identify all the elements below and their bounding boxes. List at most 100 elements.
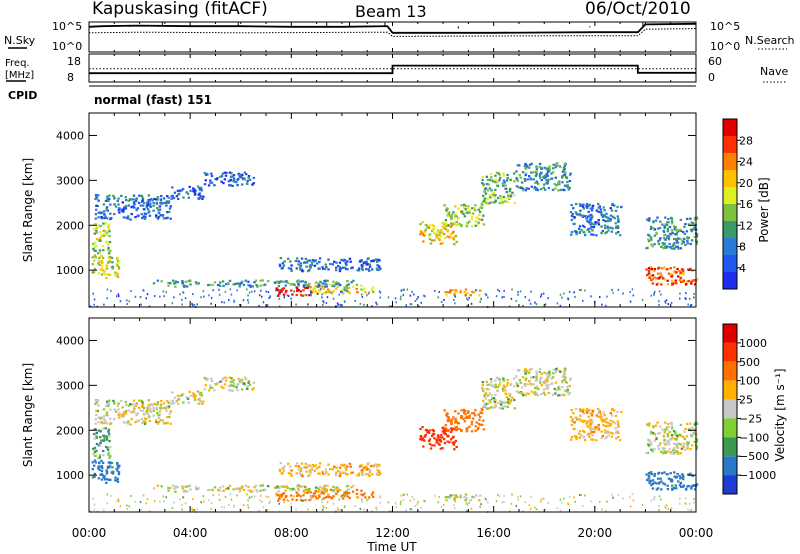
heatmap-cell	[167, 284, 170, 287]
heatmap-cell	[92, 227, 96, 231]
noise-ytick-top-left: 10^5	[52, 20, 82, 33]
heatmap-cell	[192, 498, 194, 501]
heatmap-cell	[590, 414, 594, 417]
heatmap-cell	[498, 378, 501, 381]
heatmap-cell	[173, 282, 176, 285]
noise-series-group	[88, 22, 697, 37]
heatmap-cell	[289, 465, 292, 468]
heatmap-cell	[314, 464, 317, 467]
heatmap-cell	[362, 261, 365, 264]
heatmap-cell	[165, 204, 168, 207]
heatmap-cell	[685, 292, 687, 295]
heatmap-cell	[573, 421, 576, 424]
heatmap-cell	[108, 478, 111, 481]
heatmap-cell	[544, 303, 547, 306]
heatmap-cell	[683, 232, 686, 236]
heatmap-cell	[648, 275, 651, 278]
heatmap-cell	[278, 297, 280, 300]
heatmap-cell	[602, 213, 606, 217]
heatmap-cell	[327, 473, 330, 476]
heatmap-cell	[586, 425, 589, 428]
heatmap-cell	[582, 299, 584, 302]
heatmap-cell	[652, 425, 655, 428]
heatmap-cell	[281, 472, 284, 475]
heatmap-cell	[474, 220, 477, 223]
heatmap-cell	[511, 191, 514, 194]
heatmap-cell	[561, 170, 565, 173]
heatmap-cell	[516, 384, 520, 388]
heatmap-cell	[210, 507, 212, 510]
heatmap-cell	[203, 500, 205, 503]
heatmap-cell	[571, 213, 574, 216]
heatmap-cell	[447, 224, 450, 227]
heatmap-cell	[417, 296, 419, 299]
heatmap-cell	[117, 203, 120, 206]
heatmap-cell	[368, 474, 371, 477]
heatmap-cell	[295, 498, 298, 502]
heatmap-cell	[629, 505, 632, 508]
heatmap-cell	[101, 256, 105, 259]
heatmap-cell	[455, 428, 459, 431]
heatmap-cell	[649, 225, 653, 228]
heatmap-cell	[509, 383, 512, 386]
heatmap-cell	[568, 179, 572, 183]
heatmap-cell	[502, 174, 506, 177]
heatmap-cell	[498, 290, 501, 293]
heatmap-cell	[449, 233, 453, 236]
heatmap-cell	[403, 493, 405, 496]
heatmap-cell	[612, 291, 614, 294]
heatmap-cell	[504, 184, 507, 187]
heatmap-cell	[183, 490, 186, 493]
heatmap-cell	[109, 454, 112, 457]
heatmap-cell	[341, 471, 345, 474]
heatmap-cell	[173, 191, 177, 194]
heatmap-cell	[290, 469, 293, 472]
heatmap-cell	[529, 302, 532, 305]
heatmap-cell	[428, 233, 432, 236]
heatmap-cell	[115, 479, 119, 482]
colorbar-segment	[723, 204, 737, 221]
colorbar-tick-label: 28	[739, 134, 753, 147]
heatmap-cell	[326, 290, 329, 293]
heatmap-cell	[673, 438, 677, 441]
heatmap-cell	[324, 496, 328, 499]
heatmap-cell	[545, 384, 548, 387]
heatmap-cell	[308, 283, 311, 286]
heatmap-cell	[587, 415, 590, 418]
heatmap-cell	[671, 282, 674, 285]
freq-ytick-top: 18	[67, 55, 81, 68]
heatmap-cell	[241, 280, 244, 283]
heatmap-cell	[598, 205, 601, 208]
heatmap-cell	[484, 293, 487, 295]
heatmap-cell	[675, 434, 679, 438]
heatmap-cell	[535, 165, 538, 168]
heatmap-cell	[241, 378, 244, 381]
heatmap-cell	[289, 267, 293, 270]
heatmap-cell	[368, 269, 371, 272]
heatmap-cell	[569, 416, 573, 419]
heatmap-cell	[307, 285, 310, 288]
heatmap-cell	[646, 423, 649, 426]
heatmap-cell	[203, 295, 205, 298]
heatmap-cell	[511, 493, 513, 496]
heatmap-cell	[239, 488, 242, 491]
heatmap-cell	[695, 243, 698, 246]
heatmap-cell	[140, 213, 143, 216]
heatmap-cell	[136, 419, 139, 422]
colorbar-segment	[723, 456, 737, 476]
heatmap-cell	[194, 189, 197, 192]
heatmap-cell	[94, 422, 97, 425]
heatmap-cell	[147, 416, 150, 419]
heatmap-cell	[165, 201, 168, 204]
heatmap-cell	[423, 230, 427, 233]
heatmap-cell	[540, 179, 543, 182]
heatmap-cell	[258, 509, 260, 512]
heatmap-cell	[561, 176, 564, 179]
heatmap-cell	[219, 486, 222, 489]
heatmap-cell	[229, 175, 233, 178]
heatmap-cell	[107, 256, 110, 259]
heatmap-cell	[290, 474, 293, 477]
heatmap-cell	[611, 288, 613, 291]
heatmap-cell	[525, 371, 528, 374]
heatmap-cell	[590, 221, 593, 225]
